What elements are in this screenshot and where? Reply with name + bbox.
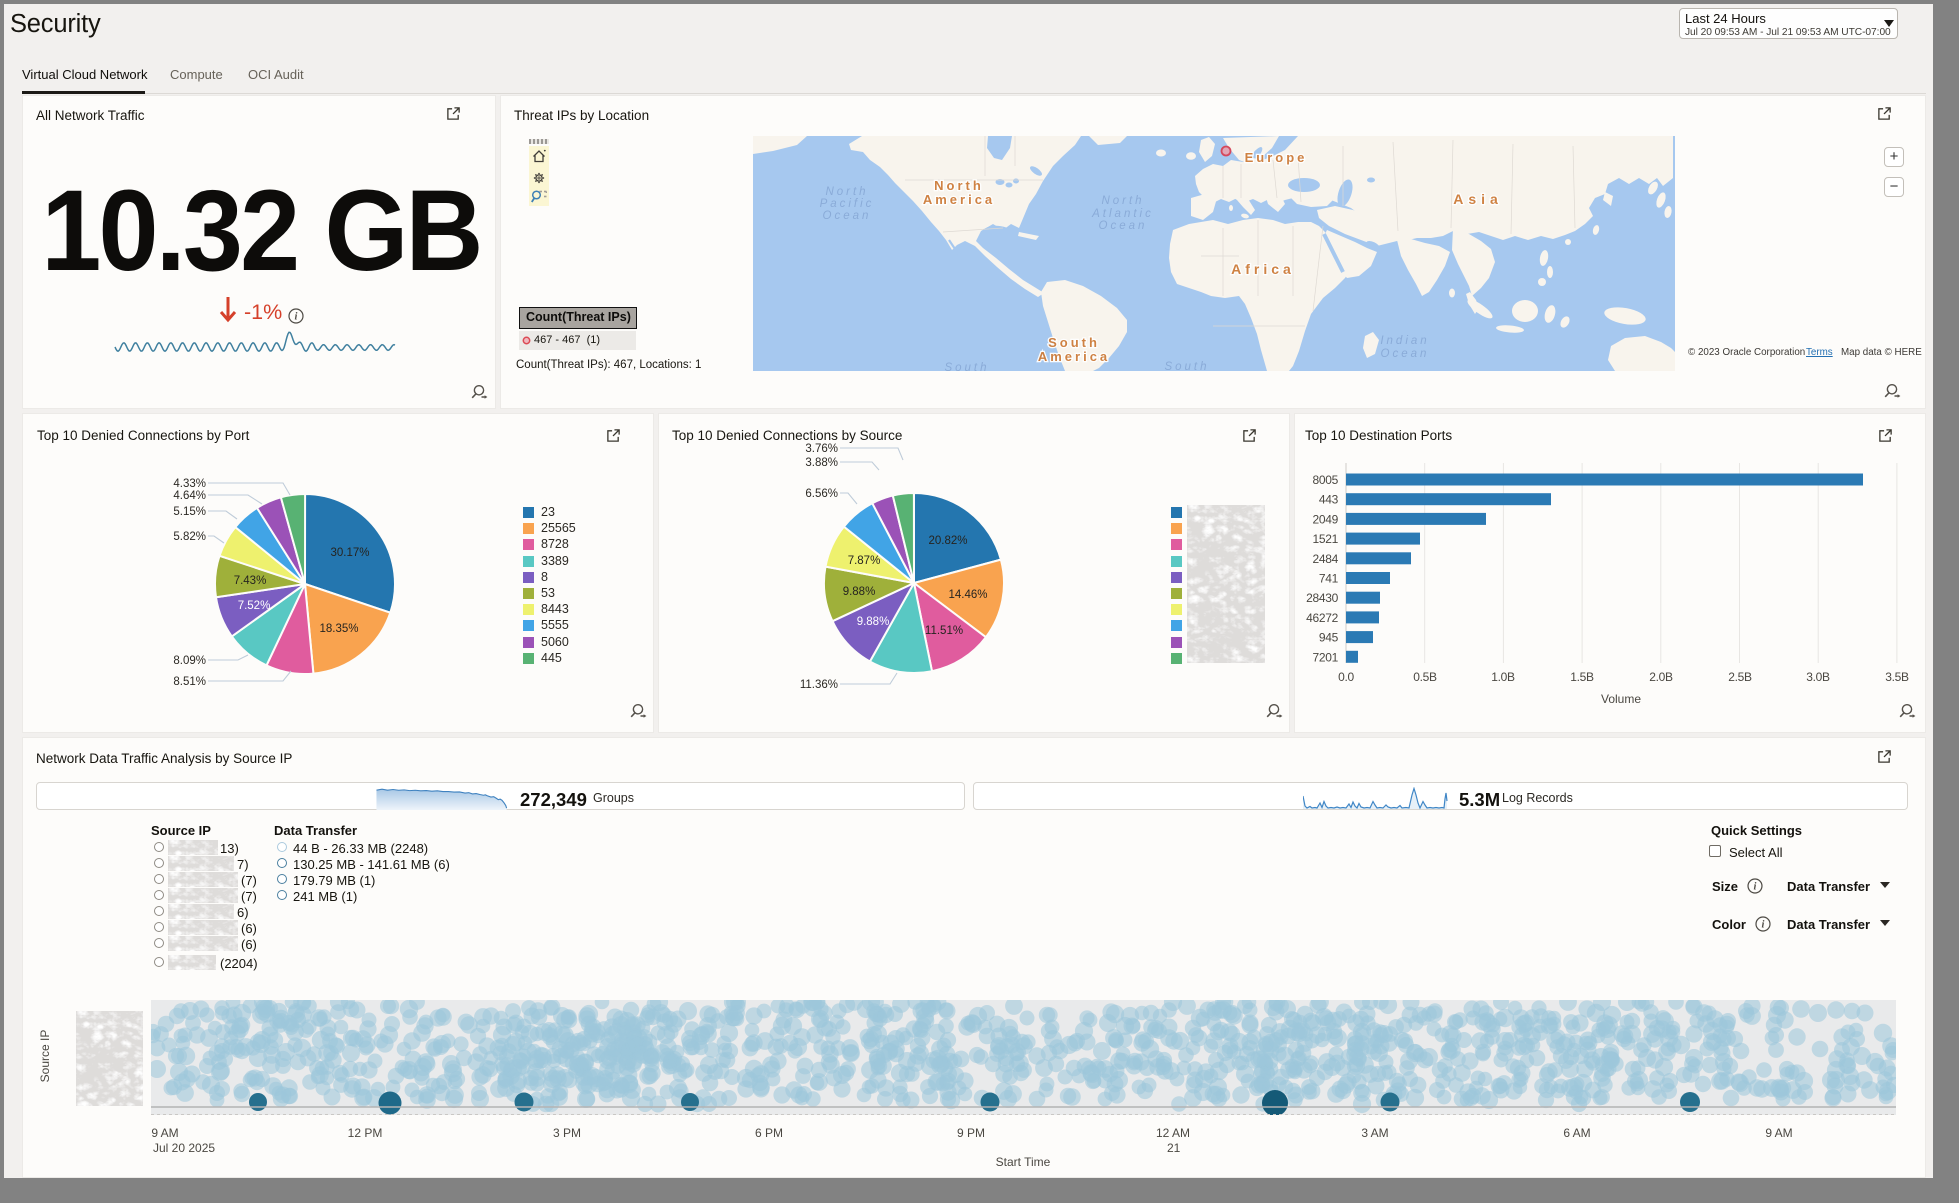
svg-text:North: North: [825, 186, 868, 198]
svg-text:i: i: [1762, 920, 1765, 931]
svg-text:Africa: Africa: [1231, 261, 1295, 277]
svg-text:Ocean: Ocean: [823, 210, 872, 222]
svg-text:-1%: -1%: [244, 300, 282, 324]
svg-text:i: i: [295, 312, 298, 323]
svg-text:Ocean: Ocean: [1099, 220, 1148, 232]
svg-text:Asia: Asia: [1453, 191, 1503, 207]
svg-text:Ocean: Ocean: [1381, 348, 1430, 360]
svg-text:North: North: [1101, 195, 1144, 207]
svg-text:Indian: Indian: [1380, 335, 1429, 347]
svg-text:North: North: [934, 178, 984, 193]
svg-text:Pacific: Pacific: [820, 198, 875, 210]
svg-text:America: America: [923, 192, 995, 207]
svg-text:America: America: [1038, 349, 1110, 364]
svg-text:South: South: [944, 362, 989, 371]
svg-text:South: South: [1048, 335, 1100, 350]
svg-text:South: South: [1164, 361, 1209, 371]
svg-text:i: i: [1754, 882, 1757, 893]
svg-text:Europe: Europe: [1245, 150, 1308, 165]
svg-text:Atlantic: Atlantic: [1091, 208, 1154, 220]
